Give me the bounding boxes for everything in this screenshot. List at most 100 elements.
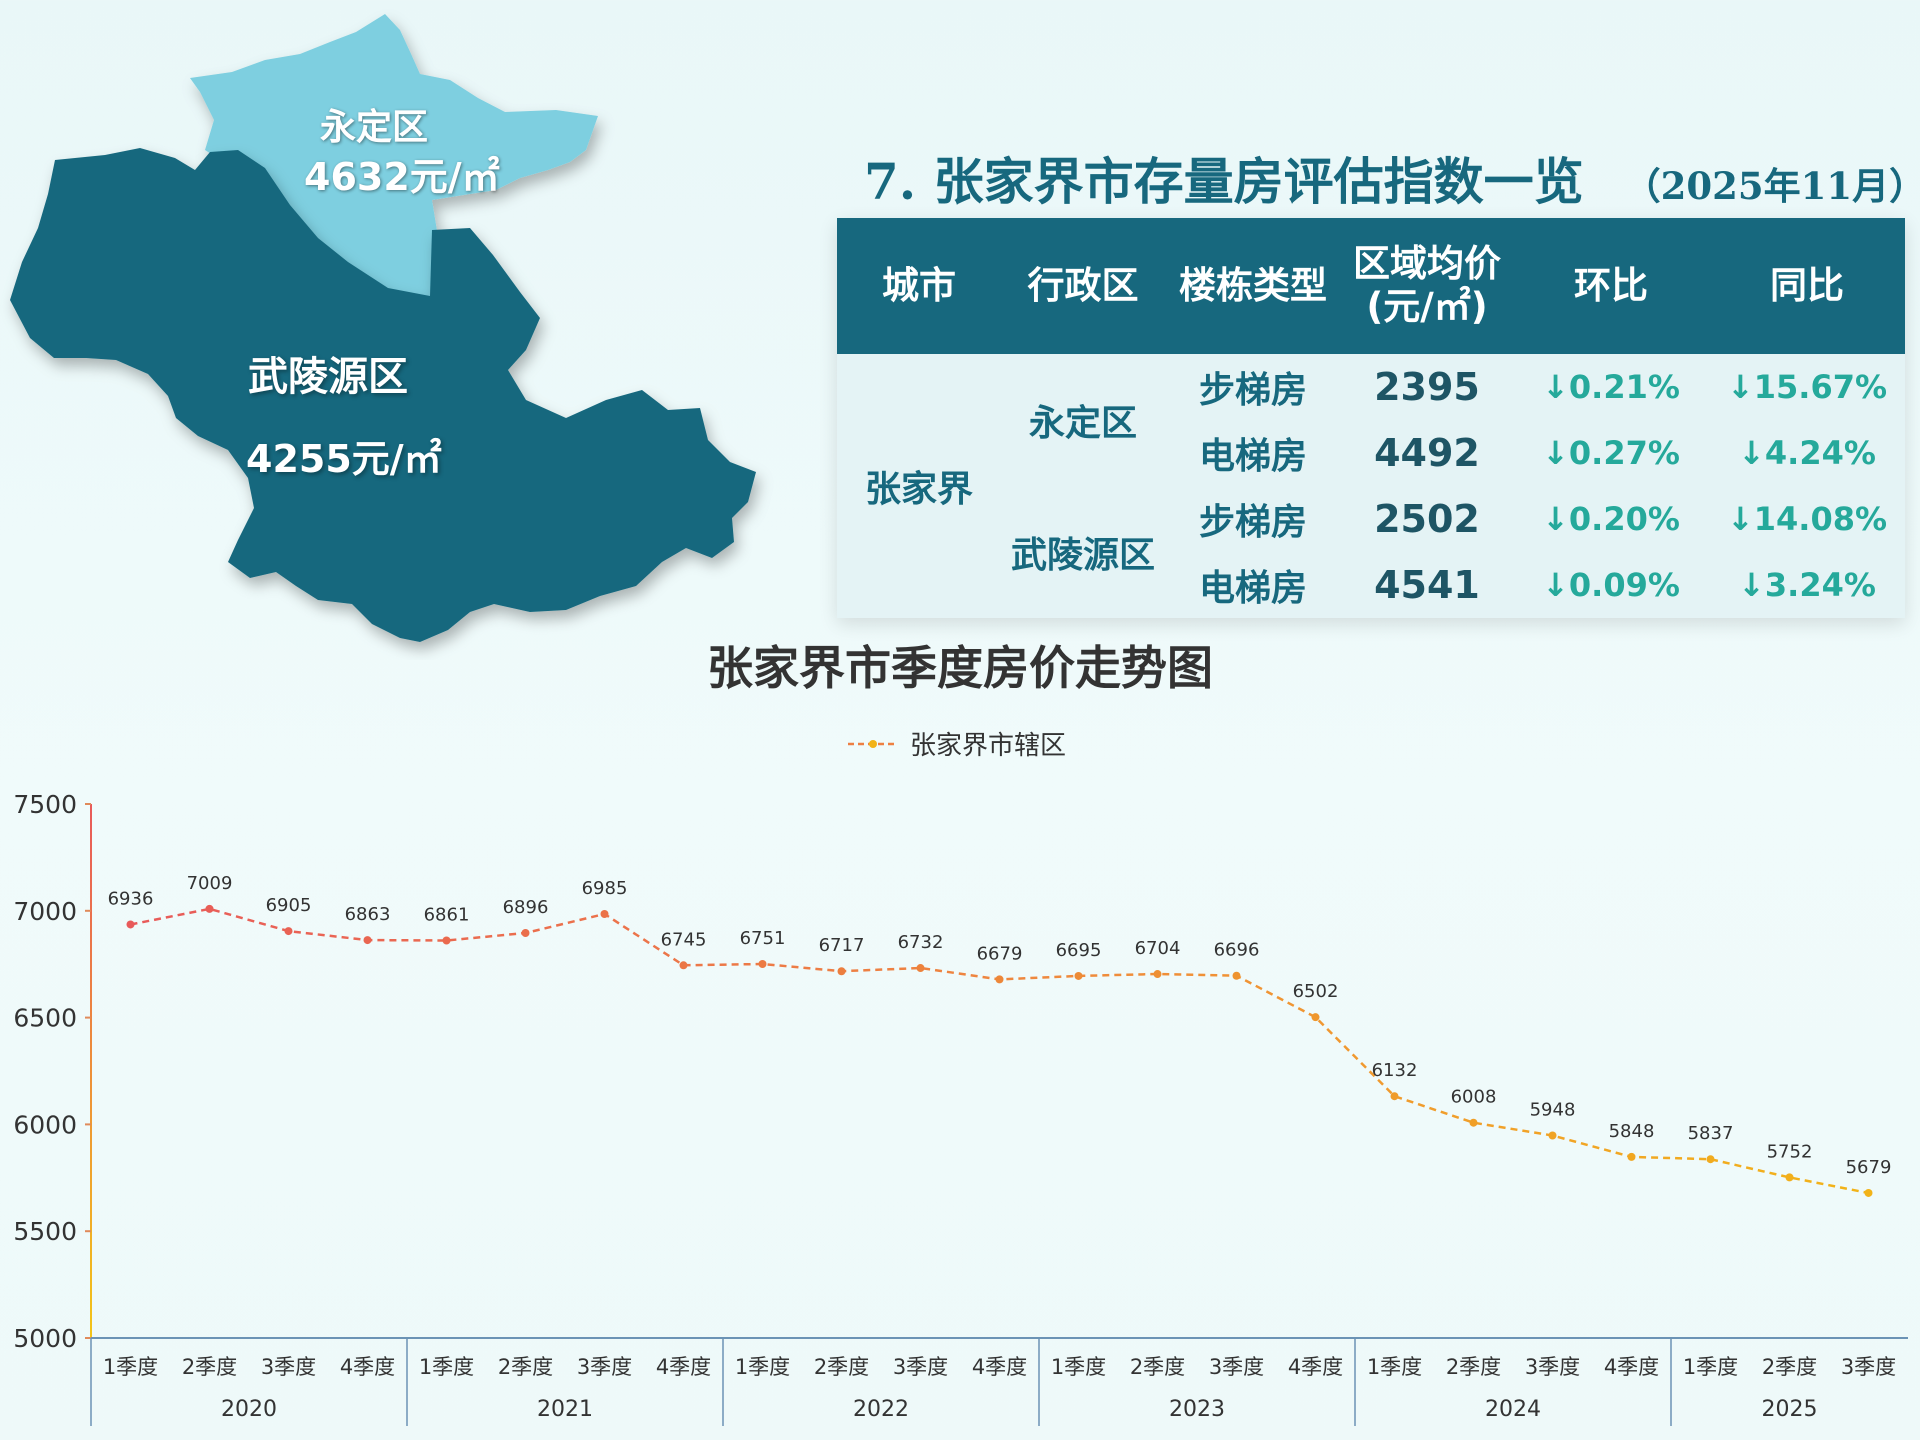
y-tick-label: 5500 — [13, 1217, 77, 1246]
y-tick-label: 5000 — [13, 1324, 77, 1353]
data-label: 6008 — [1451, 1087, 1497, 1108]
x-tick-label: 4季度 — [340, 1355, 395, 1379]
x-tick-label: 1季度 — [1051, 1355, 1106, 1379]
cell-yoy: ↓15.67% — [1726, 368, 1888, 406]
price-index-table: 城市 行政区 楼栋类型 区域均价 (元/㎡) 环比 同比 张家界 永定区 步梯房 … — [837, 218, 1905, 618]
data-label: 6745 — [661, 929, 707, 950]
data-point — [1548, 1131, 1557, 1140]
x-year-label: 2025 — [1762, 1397, 1818, 1422]
x-year-label: 2021 — [537, 1397, 593, 1422]
x-tick-label: 2季度 — [1446, 1355, 1501, 1379]
cell-price: 2395 — [1374, 365, 1480, 409]
header-mom: 环比 — [1513, 218, 1709, 354]
cell-yoy: ↓14.08% — [1726, 500, 1888, 538]
x-year-label: 2020 — [221, 1397, 277, 1422]
x-tick-label: 2季度 — [1130, 1355, 1185, 1379]
data-point — [284, 927, 293, 936]
cell-city: 张家界 — [864, 469, 973, 510]
y-tick-label: 6500 — [13, 1004, 77, 1033]
data-point — [679, 961, 688, 970]
cell-building-type: 电梯房 — [1198, 568, 1307, 609]
data-point — [126, 920, 135, 929]
data-point — [1390, 1092, 1399, 1101]
x-tick-label: 3季度 — [893, 1355, 948, 1379]
x-tick-label: 1季度 — [1367, 1355, 1422, 1379]
y-tick-label: 7000 — [13, 897, 77, 926]
data-point — [1153, 970, 1162, 979]
data-label: 5848 — [1609, 1121, 1655, 1142]
data-label: 6861 — [424, 904, 470, 925]
data-point — [1785, 1173, 1794, 1182]
x-tick-label: 1季度 — [735, 1355, 790, 1379]
x-year-label: 2024 — [1485, 1397, 1541, 1422]
cell-price: 2502 — [1374, 497, 1480, 541]
x-tick-label: 4季度 — [1288, 1355, 1343, 1379]
cell-mom: ↓0.20% — [1542, 500, 1680, 538]
data-label: 6732 — [898, 932, 944, 953]
data-label: 6905 — [266, 895, 312, 916]
x-tick-label: 3季度 — [577, 1355, 632, 1379]
x-year-label: 2023 — [1169, 1397, 1225, 1422]
data-point — [521, 929, 530, 938]
data-label: 6695 — [1056, 940, 1102, 961]
data-label: 6751 — [740, 928, 786, 949]
cell-district: 武陵源区 — [1010, 535, 1155, 576]
data-label: 6985 — [582, 878, 628, 899]
data-label: 6863 — [345, 904, 391, 925]
chart-legend: 张家界市辖区 — [848, 731, 1066, 761]
data-point — [995, 975, 1004, 984]
series-line — [130, 907, 1869, 1195]
yongding-label: 永定区 — [320, 107, 429, 148]
data-point — [916, 964, 925, 973]
data-label: 6502 — [1293, 981, 1339, 1002]
x-axis-years: 2020 2021 2022 2023 2024 2025 — [90, 1338, 1818, 1426]
data-label: 6704 — [1135, 938, 1181, 959]
district-map — [10, 14, 756, 642]
wulingyuan-price: 4255元/㎡ — [246, 437, 442, 481]
x-tick-label: 2季度 — [182, 1355, 237, 1379]
header-avg-price: 区域均价 (元/㎡) — [1341, 218, 1513, 354]
yongding-price: 4632元/㎡ — [304, 155, 500, 199]
x-tick-label: 2季度 — [814, 1355, 869, 1379]
table-header-row: 城市 行政区 楼栋类型 区域均价 (元/㎡) 环比 同比 — [837, 218, 1905, 354]
x-tick-label: 2季度 — [498, 1355, 553, 1379]
header-avg-price-line1: 区域均价 — [1353, 242, 1501, 286]
data-point — [758, 959, 767, 968]
data-label: 5679 — [1846, 1157, 1892, 1178]
cell-yoy: ↓3.24% — [1738, 566, 1876, 604]
header-yoy: 同比 — [1709, 218, 1905, 354]
cell-price: 4541 — [1374, 563, 1480, 607]
data-point — [1311, 1013, 1320, 1022]
data-label: 6132 — [1372, 1060, 1418, 1081]
table-row: 电梯房 4541 ↓0.09% ↓3.24% — [837, 552, 1905, 618]
data-label: 5752 — [1767, 1141, 1813, 1162]
x-tick-label: 4季度 — [972, 1355, 1027, 1379]
x-tick-label: 4季度 — [656, 1355, 711, 1379]
data-point — [205, 904, 214, 913]
header-city: 城市 — [837, 218, 1001, 354]
y-tick-label: 6000 — [13, 1110, 77, 1139]
data-label: 7009 — [187, 873, 233, 894]
x-tick-label: 3季度 — [1841, 1355, 1896, 1379]
chart-title: 张家界市季度房价走势图 — [707, 641, 1213, 695]
data-point — [837, 967, 846, 976]
x-year-label: 2022 — [853, 1397, 909, 1422]
legend-label: 张家界市辖区 — [910, 731, 1066, 761]
data-label: 6936 — [108, 888, 154, 909]
data-label: 6696 — [1214, 940, 1260, 961]
x-tick-label: 1季度 — [419, 1355, 474, 1379]
data-point — [1074, 971, 1083, 980]
cell-building-type: 电梯房 — [1198, 436, 1307, 477]
x-tick-label: 1季度 — [103, 1355, 158, 1379]
table-title-date: （2025年11月） — [1623, 164, 1920, 208]
cell-district: 永定区 — [1028, 403, 1137, 444]
table-row: 武陵源区 步梯房 2502 ↓0.20% ↓14.08% — [837, 486, 1905, 576]
series-points — [126, 904, 1873, 1197]
legend-marker — [869, 740, 877, 748]
header-building-type: 楼栋类型 — [1165, 218, 1341, 354]
cell-price: 4492 — [1374, 431, 1480, 475]
header-avg-price-unit: (元/㎡) — [1366, 285, 1488, 328]
table-title: 7. 张家界市存量房评估指数一览 （2025年11月） — [864, 142, 1920, 212]
data-label: 6717 — [819, 935, 865, 956]
x-tick-label: 3季度 — [1209, 1355, 1264, 1379]
